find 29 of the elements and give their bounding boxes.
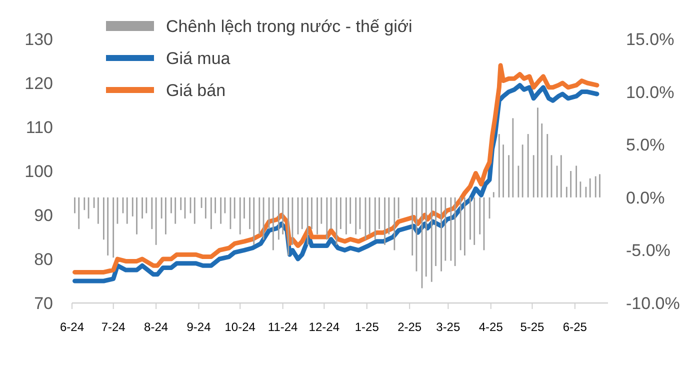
x-tick-label: 11-24 xyxy=(268,320,298,334)
y-tick-label: 110 xyxy=(26,118,53,137)
y-tick-label: 130 xyxy=(24,30,53,49)
x-tick-label: 10-24 xyxy=(224,320,256,334)
x-tick-label: 9-24 xyxy=(186,320,212,334)
x-tick-label: 8-24 xyxy=(144,320,168,334)
y-tick-label: 90 xyxy=(34,206,53,225)
y-tick-label: 80 xyxy=(34,250,53,269)
y-tick-label: 70 xyxy=(34,294,53,313)
x-tick-label: 12-24 xyxy=(308,320,340,334)
y-tick-label: 120 xyxy=(24,74,53,93)
x-tick-label: 6-24 xyxy=(60,320,84,334)
y2-tick-label: 15.0% xyxy=(626,30,674,49)
y-tick-label: 100 xyxy=(24,162,53,181)
y2-tick-label: 10.0% xyxy=(626,82,674,102)
x-tick-label: 7-24 xyxy=(101,320,126,334)
x-tick-label: 1-25 xyxy=(354,320,380,334)
x-tick-label: 6-25 xyxy=(562,320,588,334)
legend-label: Giá mua xyxy=(166,49,231,68)
x-tick-label: 5-25 xyxy=(520,320,545,334)
x-tick-label: 4-25 xyxy=(478,320,504,334)
y2-tick-label: -5.0% xyxy=(626,241,670,260)
y2-tick-label: 0.0% xyxy=(626,188,665,208)
legend-label: Giá bán xyxy=(166,81,226,100)
y2-tick-label: 5.0% xyxy=(626,136,665,155)
x-tick-label: 3-25 xyxy=(436,320,460,334)
x-tick-label: 2-25 xyxy=(398,320,422,334)
y2-tick-label: -10.0% xyxy=(626,294,680,313)
legend-label: Chênh lệch trong nước - thế giới xyxy=(166,17,412,36)
